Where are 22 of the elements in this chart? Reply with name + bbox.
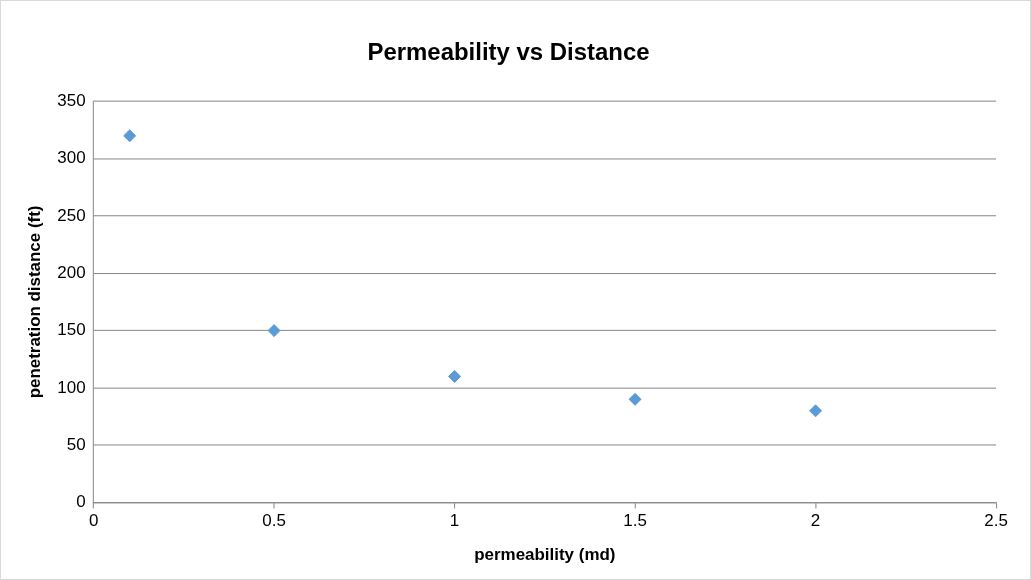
point: [628, 392, 642, 406]
y-tick-label: 200: [57, 263, 86, 282]
point: [123, 129, 137, 143]
y-tick-label: 0: [76, 492, 86, 512]
x-tick-label: 0: [88, 511, 99, 531]
x-axis-title: permeability (md): [474, 544, 616, 564]
y-tick-label: 150: [57, 320, 86, 340]
x-tick-label: 2.5: [984, 511, 1008, 531]
point: [267, 324, 281, 338]
chart-title: Permeability vs Distance: [367, 37, 650, 65]
y-tick-label: 250: [57, 205, 86, 225]
x-tick-label: 0.5: [262, 511, 286, 531]
x-tick-label: 1: [449, 511, 460, 531]
x-tick-label: 2: [810, 511, 821, 531]
x-tick-label: 1.5: [623, 511, 647, 531]
y-axis-title: penetration distance (ft): [24, 205, 44, 399]
y-tick-label: 350: [57, 91, 86, 111]
point: [448, 369, 462, 383]
y-tick-label: 100: [57, 377, 86, 397]
y-tick-label: 50: [66, 434, 86, 454]
point: [809, 404, 823, 418]
y-tick-label: 300: [57, 148, 86, 168]
